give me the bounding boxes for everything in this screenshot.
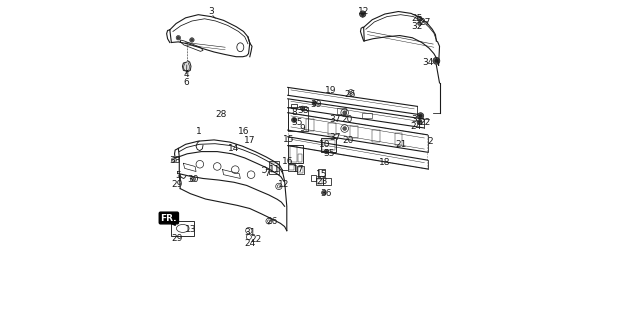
Bar [372, 130, 380, 142]
Circle shape [321, 190, 326, 195]
Text: 39: 39 [310, 100, 322, 109]
Text: 29: 29 [172, 180, 183, 189]
Bar [298, 154, 301, 162]
Text: FR.: FR. [161, 213, 177, 222]
Circle shape [191, 39, 193, 41]
Text: 21: 21 [395, 140, 406, 149]
Text: 5: 5 [175, 171, 180, 180]
Text: 16: 16 [237, 127, 249, 136]
Circle shape [325, 151, 327, 152]
Text: 10: 10 [319, 140, 330, 149]
Text: 2: 2 [428, 137, 433, 146]
Text: 9: 9 [300, 124, 305, 133]
Bar [395, 133, 402, 145]
Circle shape [435, 59, 438, 63]
Text: 19: 19 [325, 86, 337, 95]
Circle shape [419, 114, 422, 117]
Bar [271, 163, 278, 173]
Text: 30: 30 [188, 175, 199, 184]
Bar [289, 164, 295, 171]
Text: 28: 28 [216, 110, 227, 119]
Circle shape [417, 120, 422, 125]
Text: 27: 27 [419, 18, 431, 27]
Circle shape [177, 36, 180, 39]
Text: 38: 38 [297, 106, 308, 115]
Text: 8: 8 [291, 108, 297, 117]
Text: 11: 11 [269, 165, 281, 174]
Text: 37: 37 [330, 115, 341, 123]
Bar [337, 108, 346, 114]
Text: 35: 35 [323, 149, 335, 158]
Bar [310, 175, 316, 181]
Circle shape [300, 106, 305, 110]
Bar [316, 178, 323, 185]
Text: 14: 14 [228, 144, 239, 153]
Circle shape [189, 38, 194, 42]
Text: 35: 35 [291, 118, 303, 127]
Circle shape [293, 119, 295, 121]
Text: 6: 6 [184, 78, 189, 86]
Text: 15: 15 [283, 135, 294, 145]
Text: 17: 17 [244, 136, 255, 145]
Circle shape [292, 117, 296, 122]
Circle shape [417, 16, 422, 21]
Text: 3: 3 [208, 7, 214, 16]
Bar [290, 146, 297, 162]
Circle shape [324, 149, 328, 154]
Circle shape [176, 35, 180, 40]
Text: 36: 36 [320, 189, 332, 198]
Text: 20: 20 [341, 115, 353, 123]
Circle shape [360, 11, 366, 17]
Text: 17: 17 [292, 165, 304, 174]
Bar [269, 161, 279, 174]
Circle shape [418, 22, 422, 26]
Text: 15: 15 [316, 170, 327, 179]
Text: 26: 26 [266, 217, 278, 226]
Text: 7: 7 [264, 169, 269, 178]
Text: 12: 12 [278, 180, 289, 189]
Text: 32: 32 [412, 22, 423, 31]
Text: 22: 22 [419, 118, 431, 127]
Text: 31: 31 [412, 115, 423, 123]
Text: 13: 13 [184, 225, 196, 234]
Bar [319, 169, 325, 176]
Bar [323, 178, 331, 185]
Text: 23: 23 [317, 177, 328, 186]
Circle shape [312, 101, 317, 105]
Bar [291, 104, 296, 108]
Text: 25: 25 [412, 14, 423, 23]
Text: 16: 16 [282, 157, 294, 166]
Bar [298, 167, 303, 173]
Bar [297, 166, 304, 174]
Text: 34: 34 [422, 58, 434, 67]
Text: 26: 26 [344, 90, 356, 99]
Text: 33: 33 [169, 156, 180, 165]
Bar [306, 119, 314, 131]
Bar [322, 140, 335, 150]
Circle shape [361, 12, 364, 16]
Text: 31: 31 [244, 228, 255, 237]
Text: 1: 1 [196, 127, 202, 136]
Text: 4: 4 [184, 70, 189, 78]
Circle shape [433, 57, 440, 64]
Text: 22: 22 [250, 235, 262, 244]
Bar [350, 126, 358, 138]
Text: 24: 24 [411, 122, 422, 131]
Circle shape [343, 127, 347, 130]
Circle shape [417, 113, 424, 119]
Text: 20: 20 [342, 136, 353, 145]
Bar [317, 179, 321, 184]
Bar [289, 165, 294, 170]
Bar [328, 123, 336, 135]
Polygon shape [182, 61, 191, 71]
Circle shape [343, 111, 347, 115]
Text: 37: 37 [330, 133, 341, 143]
Text: 29: 29 [172, 234, 183, 243]
Text: 24: 24 [244, 239, 255, 248]
Text: 18: 18 [379, 158, 390, 167]
Text: 12: 12 [358, 7, 369, 16]
Bar [362, 113, 372, 118]
